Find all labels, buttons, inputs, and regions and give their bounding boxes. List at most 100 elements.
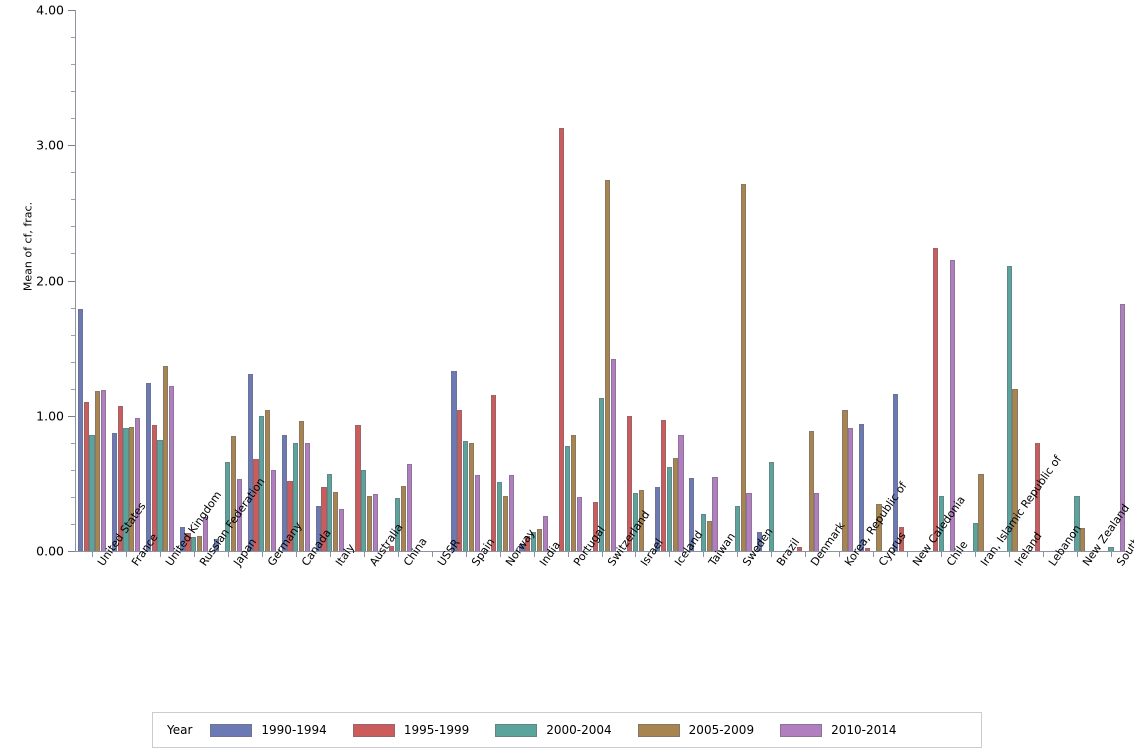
bar[interactable] (83, 402, 89, 551)
bar[interactable] (151, 425, 157, 551)
bar[interactable] (315, 506, 321, 551)
bar[interactable] (740, 184, 746, 551)
bar[interactable] (593, 502, 599, 551)
bar[interactable] (1074, 495, 1080, 551)
bar[interactable] (796, 546, 803, 551)
bar[interactable] (451, 371, 457, 551)
bar[interactable] (746, 492, 752, 551)
bar[interactable] (145, 383, 151, 551)
bar[interactable] (100, 390, 107, 551)
legend-entry[interactable]: 1990-1994 (210, 723, 327, 737)
bar[interactable] (332, 491, 339, 551)
bar[interactable] (395, 498, 401, 551)
bar[interactable] (321, 487, 327, 551)
bar[interactable] (859, 423, 865, 551)
bar[interactable] (689, 477, 695, 551)
bar[interactable] (117, 406, 123, 551)
bar[interactable] (666, 467, 673, 551)
bar[interactable] (225, 461, 231, 551)
bar[interactable] (123, 427, 129, 551)
bar[interactable] (247, 373, 253, 551)
bar[interactable] (706, 521, 712, 551)
bar[interactable] (848, 427, 854, 551)
bar[interactable] (938, 495, 944, 551)
bar[interactable] (496, 482, 503, 551)
bar[interactable] (400, 486, 407, 551)
bar[interactable] (978, 473, 984, 551)
bar[interactable] (361, 469, 367, 551)
bar[interactable] (327, 473, 333, 551)
bar[interactable] (474, 475, 480, 551)
bar[interactable] (1006, 265, 1012, 551)
bar[interactable] (570, 434, 576, 551)
bar[interactable] (355, 425, 361, 551)
bar[interactable] (678, 434, 684, 551)
bar[interactable] (655, 487, 661, 551)
bar[interactable] (502, 495, 508, 551)
bar[interactable] (168, 386, 175, 551)
bar[interactable] (1012, 388, 1018, 551)
bar[interactable] (627, 415, 633, 551)
bar[interactable] (157, 440, 163, 551)
bar[interactable] (457, 410, 463, 551)
bar[interactable] (293, 442, 299, 551)
bar[interactable] (972, 522, 978, 551)
bar[interactable] (202, 517, 209, 551)
bar[interactable] (661, 419, 667, 551)
bar[interactable] (111, 433, 117, 551)
bar[interactable] (864, 548, 871, 551)
bar[interactable] (389, 545, 395, 551)
bar[interactable] (185, 533, 191, 551)
bar[interactable] (519, 544, 525, 551)
bar[interactable] (559, 127, 565, 551)
bar[interactable] (1080, 528, 1086, 551)
bar[interactable] (304, 442, 310, 551)
bar[interactable] (491, 395, 497, 551)
bar[interactable] (542, 515, 548, 551)
bar[interactable] (604, 180, 610, 551)
bar[interactable] (1034, 442, 1040, 551)
bar[interactable] (576, 496, 582, 551)
bar[interactable] (406, 464, 412, 551)
bar[interactable] (463, 441, 469, 551)
bar[interactable] (372, 494, 378, 551)
bar[interactable] (366, 495, 373, 551)
bar[interactable] (712, 476, 718, 551)
bar[interactable] (757, 532, 763, 551)
bar[interactable] (95, 391, 101, 551)
bar[interactable] (134, 418, 141, 551)
bar[interactable] (191, 537, 197, 551)
bar[interactable] (893, 394, 899, 551)
bar[interactable] (638, 490, 644, 551)
bar[interactable] (89, 434, 95, 551)
bar[interactable] (842, 410, 848, 551)
bar[interactable] (768, 461, 774, 551)
bar[interactable] (525, 536, 531, 551)
bar[interactable] (259, 415, 265, 551)
bar[interactable] (876, 503, 882, 551)
legend-entry[interactable]: 2000-2004 (495, 723, 612, 737)
bar[interactable] (265, 410, 271, 551)
bar[interactable] (898, 526, 904, 551)
bar[interactable] (338, 509, 344, 551)
bar[interactable] (468, 442, 475, 551)
bar[interactable] (163, 365, 169, 551)
bar[interactable] (700, 514, 706, 551)
legend-entry[interactable]: 1995-1999 (352, 723, 469, 737)
bar[interactable] (672, 457, 678, 551)
bar[interactable] (950, 260, 956, 551)
bar[interactable] (129, 426, 135, 551)
bar[interactable] (213, 538, 219, 551)
legend-entry[interactable]: 2010-2014 (780, 723, 897, 737)
bar[interactable] (932, 248, 938, 551)
bar[interactable] (179, 526, 185, 551)
bar[interactable] (298, 421, 305, 551)
bar[interactable] (270, 469, 276, 551)
bar[interactable] (536, 529, 542, 551)
bar[interactable] (231, 436, 237, 551)
bar[interactable] (287, 480, 293, 551)
bar[interactable] (564, 445, 571, 551)
bar[interactable] (808, 430, 814, 551)
bar[interactable] (598, 398, 605, 551)
bar[interactable] (814, 492, 820, 551)
